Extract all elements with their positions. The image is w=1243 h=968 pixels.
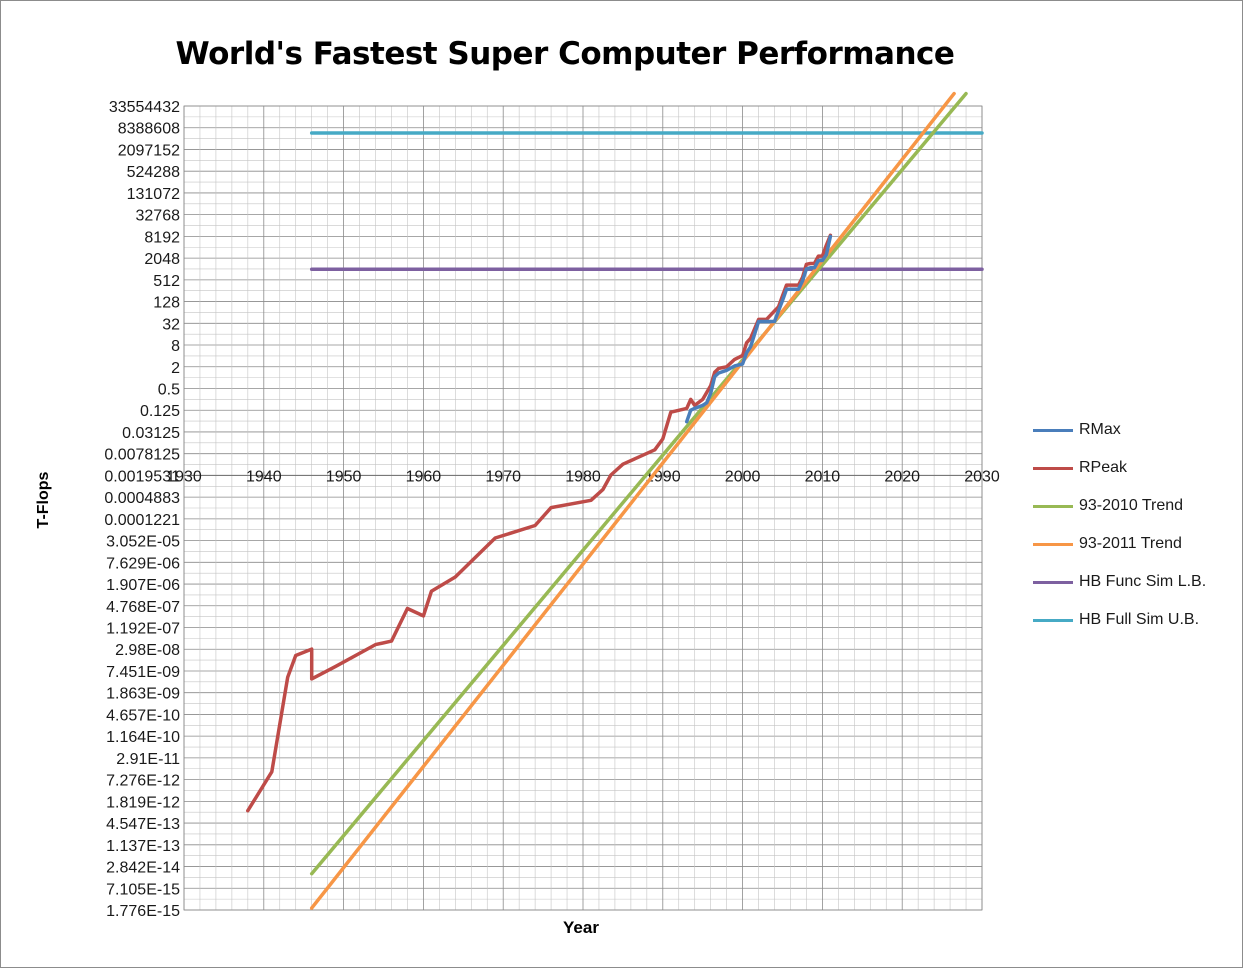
legend-item: HB Func Sim L.B. (1033, 563, 1233, 601)
legend-label: HB Full Sim U.B. (1079, 611, 1200, 628)
legend-swatch (1033, 428, 1073, 432)
y-tick-label: 2.842E-14 (106, 860, 180, 877)
legend-label: HB Func Sim L.B. (1079, 573, 1207, 590)
y-tick-label: 1.192E-07 (106, 621, 180, 638)
x-tick-label: 2020 (884, 468, 920, 485)
y-tick-label: 7.629E-06 (106, 555, 180, 572)
y-tick-label: 2.98E-08 (115, 642, 180, 659)
x-tick-label: 2030 (964, 468, 1000, 485)
plot-border (183, 105, 983, 911)
y-tick-label: 0.03125 (122, 425, 180, 442)
y-tick-label: 0.125 (140, 403, 180, 420)
y-tick-label: 1.819E-12 (106, 794, 180, 811)
legend: RMax RPeak 93-2010 Trend 93-2011 Trend HB Fu… (1033, 411, 1233, 639)
x-tick-label: 1950 (326, 468, 362, 485)
legend-item: RMax (1033, 411, 1233, 449)
y-tick-label: 1.137E-13 (106, 838, 180, 855)
legend-swatch (1033, 542, 1073, 546)
y-tick-label: 7.276E-12 (106, 773, 180, 790)
y-tick-label: 1.907E-06 (106, 577, 180, 594)
y-tick-label: 7.451E-09 (106, 664, 180, 681)
y-tick-label: 3.052E-05 (106, 534, 180, 551)
series-line-93-2011-trend (309, 91, 956, 910)
y-tick-label: 131072 (127, 186, 180, 203)
series-lines (246, 91, 984, 910)
x-axis-title: Year (563, 918, 599, 937)
y-tick-label: 8192 (144, 229, 180, 246)
series-line-rpeak (246, 233, 833, 813)
y-tick-label: 7.105E-15 (106, 881, 180, 898)
y-tick-label: 32768 (136, 208, 181, 225)
legend-label: 93-2011 Trend (1079, 535, 1182, 552)
x-tick-label: 1930 (166, 468, 202, 485)
gridlines (183, 105, 983, 911)
x-tick-labels: 1930 1940 1950 1960 1970 1980 1990 2000 2010 2020… (166, 468, 1000, 485)
legend-label: RMax (1079, 421, 1121, 438)
legend-item: 93-2011 Trend (1033, 525, 1233, 563)
axes (183, 105, 983, 911)
y-tick-label: 4.547E-13 (106, 816, 180, 833)
y-tick-label: 2048 (144, 251, 180, 268)
series-line-rmax (684, 234, 833, 424)
y-tick-label: 524288 (127, 164, 180, 181)
legend-swatch (1033, 466, 1073, 470)
y-tick-label: 2.91E-11 (116, 751, 180, 768)
y-tick-label: 0.0019531 (104, 468, 180, 485)
series-line-93-2010-trend (309, 91, 968, 876)
legend-item: 93-2010 Trend (1033, 487, 1233, 525)
y-tick-labels: 1.776E-15 7.105E-15 2.842E-14 1.137E-13 4.54… (104, 99, 180, 920)
y-tick-label: 2 (171, 360, 180, 377)
y-tick-label: 1.776E-15 (106, 903, 180, 920)
y-tick-label: 512 (153, 273, 180, 290)
y-tick-label: 0.0004883 (104, 490, 180, 507)
y-tick-label: 128 (153, 295, 180, 312)
y-tick-label: 4.768E-07 (106, 599, 180, 616)
x-tick-label: 1970 (485, 468, 521, 485)
legend-swatch (1033, 580, 1073, 584)
y-tick-label: 8 (171, 338, 180, 355)
legend-item: HB Full Sim U.B. (1033, 601, 1233, 639)
legend-item: RPeak (1033, 449, 1233, 487)
y-tick-label: 1.164E-10 (106, 729, 180, 746)
legend-label: 93-2010 Trend (1079, 497, 1184, 514)
y-tick-label: 0.0078125 (104, 447, 180, 464)
x-tick-label: 2000 (725, 468, 761, 485)
y-tick-label: 1.863E-09 (106, 686, 180, 703)
legend-label: RPeak (1079, 459, 1128, 476)
chart-title: World's Fastest Super Computer Performan… (175, 36, 955, 72)
x-tick-label: 1980 (565, 468, 601, 485)
y-tick-label: 0.5 (158, 381, 180, 398)
x-tick-label: 2010 (805, 468, 841, 485)
legend-swatch (1033, 618, 1073, 622)
y-tick-label: 0.0001221 (104, 512, 180, 529)
x-tick-label: 1940 (246, 468, 282, 485)
y-tick-label: 8388608 (118, 121, 180, 138)
y-tick-label: 2097152 (118, 142, 180, 159)
y-tick-label: 33554432 (109, 99, 180, 116)
legend-swatch (1033, 504, 1073, 508)
x-tick-label: 1960 (406, 468, 442, 485)
y-tick-label: 4.657E-10 (106, 707, 180, 724)
y-tick-label: 32 (162, 316, 180, 333)
